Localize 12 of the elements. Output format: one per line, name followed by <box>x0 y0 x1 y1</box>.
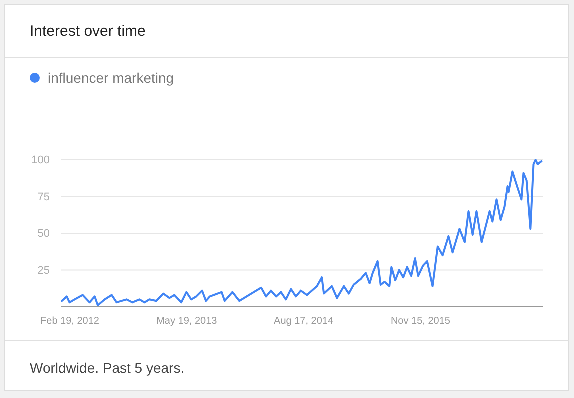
y-tick-label: 100 <box>32 154 50 167</box>
text: Worldwide. Past 5 years. <box>30 360 185 376</box>
x-tick-label: Nov 15, 2015 <box>390 316 451 328</box>
y-tick-label: 50 <box>38 228 50 240</box>
line-series <box>61 159 543 307</box>
chart-title: Interest over time <box>30 23 146 40</box>
x-tick-label: May 19, 2013 <box>156 316 218 328</box>
legend-label: influencer marketing <box>48 70 174 86</box>
y-tick-label: 25 <box>38 264 50 277</box>
x-tick-label: Feb 19, 2012 <box>40 316 100 328</box>
x-tick-label: Aug 17, 2014 <box>274 316 334 328</box>
y-tick-label: 75 <box>38 191 50 204</box>
